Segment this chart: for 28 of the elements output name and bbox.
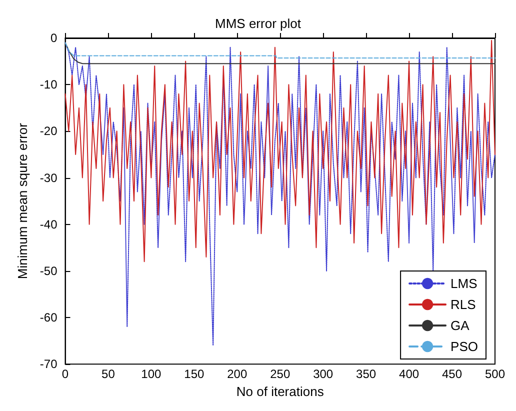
x-tick-label: 500 <box>484 367 506 382</box>
line-series <box>64 42 496 59</box>
y-axis-title: Minimum mean squre error <box>15 122 30 280</box>
x-tick-label: 150 <box>184 367 204 382</box>
y-tick-label: -40 <box>40 217 58 232</box>
x-tick-label: 350 <box>356 367 376 382</box>
x-tick-label: 200 <box>227 367 248 382</box>
y-tick-label: -50 <box>40 264 58 278</box>
x-tick-label: 50 <box>102 367 116 382</box>
x-tick-label: 250 <box>270 367 290 382</box>
y-tick-label: -30 <box>40 170 58 185</box>
y-tick-label: -60 <box>40 310 58 325</box>
legend-label: LMS <box>450 276 478 291</box>
x-tick-label: 100 <box>141 367 162 382</box>
x-tick-label: 0 <box>62 367 69 382</box>
y-tick-label: 0 <box>50 31 58 45</box>
x-tick-label: 450 <box>442 367 462 382</box>
chart-title: MMS error plot <box>215 16 302 31</box>
x-axis-title: No of iterations <box>236 384 324 399</box>
legend-label: RLS <box>450 297 476 312</box>
y-tick-label: -10 <box>40 78 58 92</box>
x-tick-label: 300 <box>313 367 334 382</box>
x-tick-label: 400 <box>399 367 420 382</box>
line-series <box>64 42 496 64</box>
y-tick-label: -70 <box>40 357 58 372</box>
y-tick-label: -20 <box>40 124 58 138</box>
legend-label: PSO <box>450 339 478 354</box>
legend-label: GA <box>450 318 470 333</box>
